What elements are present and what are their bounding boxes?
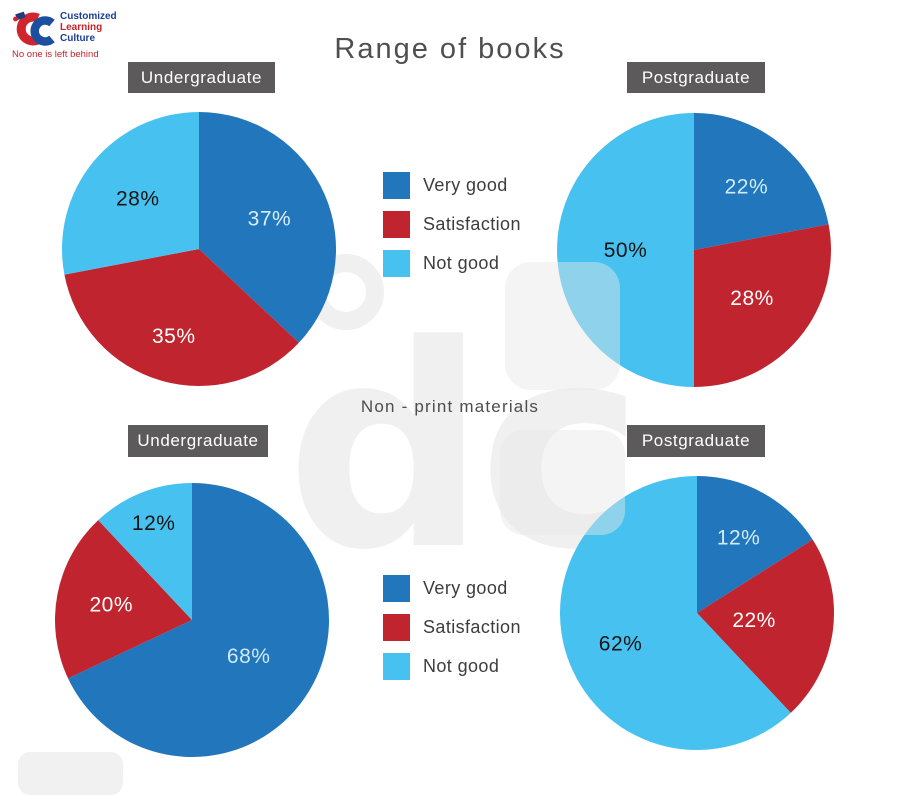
pie-nonprint-postgraduate: 12% 22% 62% <box>559 475 835 751</box>
pie-slice-satisfaction <box>64 249 299 386</box>
svg-text:dc: dc <box>286 286 636 580</box>
legend-swatch-satisfaction <box>383 614 410 641</box>
logo-word-learning: Learning <box>60 22 103 33</box>
pie-slice-not_good <box>98 483 192 620</box>
legend-label: Satisfaction <box>423 617 521 637</box>
legend-label: Satisfaction <box>423 214 521 234</box>
logo-word-culture: Culture <box>60 33 95 44</box>
pie-nonprint-undergraduate: 68% 20% 12% <box>54 482 330 758</box>
clc-logo-mark-icon <box>13 11 55 46</box>
legend-nonprint: Very good Satisfaction Not good <box>383 575 521 680</box>
pie-books-undergraduate: 37% 35% 28% <box>61 111 337 387</box>
pie-value-label: 37% <box>248 208 292 231</box>
badge-postgraduate-books: Postgraduate <box>627 62 765 93</box>
badge-postgraduate-nonprint: Postgraduate <box>627 425 765 457</box>
legend-swatch-very-good <box>383 172 410 199</box>
pie-value-label: 35% <box>152 325 196 348</box>
pie-value-label: 62% <box>599 632 643 655</box>
legend-label: Not good <box>423 656 500 676</box>
pie-value-label: 22% <box>732 609 776 632</box>
logo-tagline: No one is left behind <box>12 49 99 60</box>
legend-item-very-good: Very good <box>383 575 521 602</box>
pie-value-label: 12% <box>132 512 176 535</box>
legend-label: Very good <box>423 175 508 195</box>
logo-wordmark: Customized Learning Culture <box>60 11 117 44</box>
pie-slice-satisfaction <box>55 520 193 679</box>
pie-value-label: 28% <box>730 287 774 310</box>
pie-slice-very_good <box>199 112 336 343</box>
pie-value-label: 12% <box>717 526 761 549</box>
pie-value-label: 50% <box>604 239 648 262</box>
watermark-square <box>18 752 123 795</box>
legend-item-very-good: Very good <box>383 172 521 199</box>
pie-slice-satisfaction <box>697 539 834 713</box>
legend-item-satisfaction: Satisfaction <box>383 211 521 238</box>
pie-value-label: 28% <box>116 187 160 210</box>
legend-books: Very good Satisfaction Not good <box>383 172 521 277</box>
pie-books-postgraduate: 22% 28% 50% <box>556 112 832 388</box>
pie-slice-not_good <box>560 476 791 750</box>
legend-item-satisfaction: Satisfaction <box>383 614 521 641</box>
pie-slice-very_good <box>694 113 829 250</box>
logo-word-customized: Customized <box>60 11 117 22</box>
page-title: Range of books <box>334 33 566 65</box>
legend-item-not-good: Not good <box>383 250 521 277</box>
legend-swatch-very-good <box>383 575 410 602</box>
legend-swatch-not-good <box>383 250 410 277</box>
pie-slice-not_good <box>61 112 199 275</box>
pie-slice-not_good <box>557 113 694 387</box>
pie-slice-satisfaction <box>694 224 831 387</box>
legend-swatch-not-good <box>383 653 410 680</box>
section-subtitle: Non - print materials <box>360 397 540 416</box>
clc-watermark-icon: dc <box>286 254 644 580</box>
pie-value-label: 22% <box>725 176 769 199</box>
pie-slice-very_good <box>68 483 329 757</box>
pie-value-label: 20% <box>89 594 133 617</box>
pie-slice-very_good <box>697 476 813 613</box>
legend-swatch-satisfaction <box>383 211 410 238</box>
legend-label: Not good <box>423 253 500 273</box>
legend-label: Very good <box>423 578 508 598</box>
badge-undergraduate-nonprint: Undergraduate <box>128 425 268 457</box>
badge-undergraduate-books: Undergraduate <box>128 62 275 93</box>
legend-item-not-good: Not good <box>383 653 521 680</box>
pie-value-label: 68% <box>227 645 271 668</box>
